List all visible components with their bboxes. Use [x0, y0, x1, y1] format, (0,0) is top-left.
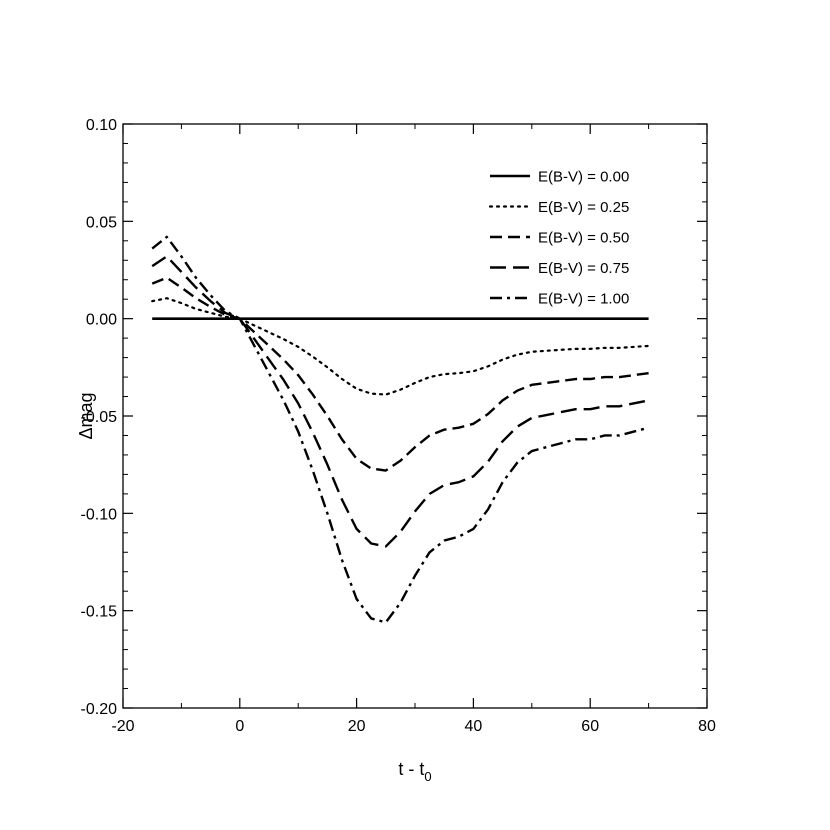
x-axis-title-subscript: 0 — [424, 769, 431, 784]
series-line-2 — [151, 276, 649, 472]
y-axis-title: Δmag — [76, 392, 96, 439]
x-tick-label: 60 — [581, 718, 599, 735]
y-tick-label: 0.10 — [86, 117, 117, 134]
series-lines — [151, 235, 650, 624]
axis-ticks — [122, 123, 708, 709]
x-axis-title: t - t0 — [398, 759, 431, 784]
x-tick-label: -20 — [111, 718, 134, 735]
legend-label-0: E(B-V) = 0.00 — [538, 169, 629, 186]
y-tick-label: -0.05 — [81, 409, 118, 426]
x-tick-label: 80 — [698, 718, 716, 735]
x-tick-label: 0 — [235, 718, 244, 735]
y-tick-label: -0.10 — [81, 506, 118, 523]
y-tick-label: -0.20 — [81, 701, 118, 718]
series-line-3 — [151, 255, 649, 548]
legend: E(B-V) = 0.00 E(B-V) = 0.25 E(B-V) = 0.50 E… — [488, 169, 629, 308]
legend-label-2: E(B-V) = 0.50 — [538, 230, 629, 247]
y-tick-label: 0.05 — [86, 214, 117, 231]
x-axis-title-text: t - t — [398, 759, 424, 779]
axis-tick-labels: -20 0 20 40 60 80 -0.20 -0.15 -0.10 -0.05 0.00 0.05… — [81, 117, 716, 735]
legend-label-4: E(B-V) = 1.00 — [538, 291, 629, 308]
y-tick-label: 0.00 — [86, 312, 117, 329]
x-tick-label: 40 — [465, 718, 483, 735]
x-tick-label: 20 — [348, 718, 366, 735]
y-tick-label: -0.15 — [81, 604, 118, 621]
legend-label-1: E(B-V) = 0.25 — [538, 199, 629, 216]
legend-label-3: E(B-V) = 0.75 — [538, 260, 629, 277]
